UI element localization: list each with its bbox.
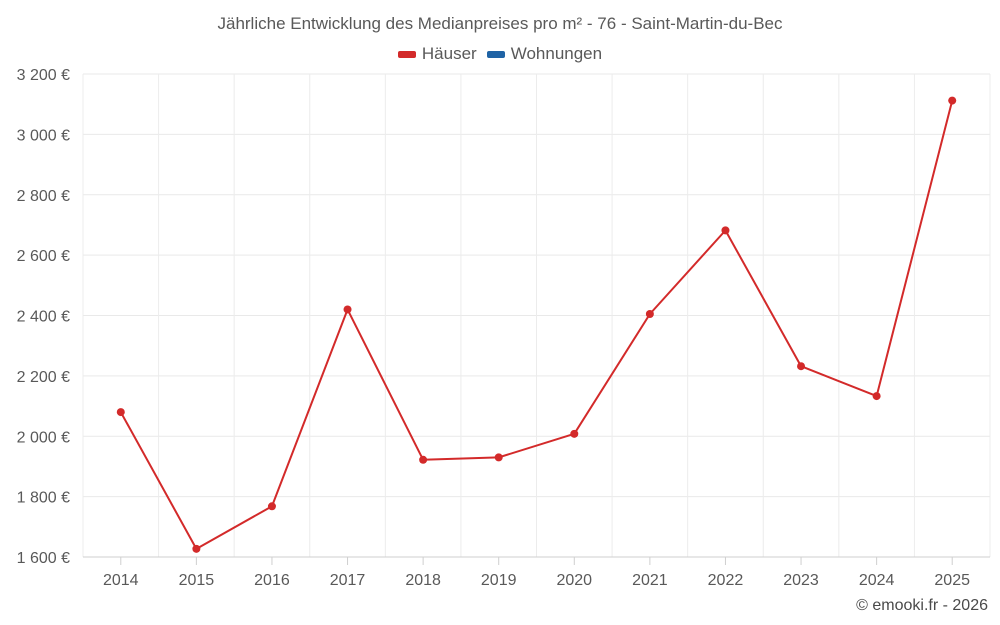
y-tick-label: 2 600 € — [17, 248, 70, 265]
x-tick-label: 2016 — [254, 572, 290, 589]
data-point — [645, 309, 654, 318]
y-tick-label: 1 800 € — [17, 490, 70, 507]
x-tick-label: 2025 — [934, 572, 970, 589]
y-tick-label: 3 000 € — [17, 127, 70, 144]
data-point — [948, 96, 957, 105]
legend-item-wohnungen[interactable]: Wohnungen — [486, 44, 603, 64]
data-point — [872, 392, 881, 401]
legend-label-wohnungen: Wohnungen — [510, 44, 603, 63]
data-point — [419, 455, 428, 464]
data-point — [192, 544, 201, 553]
x-tick-label: 2024 — [859, 572, 895, 589]
x-tick-label: 2019 — [481, 572, 517, 589]
legend-swatch-haeuser — [397, 50, 416, 58]
x-tick-label: 2023 — [783, 572, 819, 589]
chart-legend: Häuser Wohnungen — [0, 44, 1000, 64]
y-tick-label: 3 200 € — [17, 67, 70, 84]
x-tick-label: 2017 — [330, 572, 366, 589]
y-tick-label: 2 400 € — [17, 309, 70, 326]
credit-text: © emooki.fr - 2026 — [856, 597, 988, 614]
chart-title: Jährliche Entwicklung des Medianpreises … — [217, 14, 783, 33]
series-line — [119, 100, 954, 550]
y-tick-label: 2 200 € — [17, 369, 70, 386]
x-tick-label: 2014 — [103, 572, 139, 589]
legend-item-haeuser[interactable]: Häuser — [397, 44, 477, 64]
x-tick-label: 2022 — [708, 572, 744, 589]
data-point — [797, 362, 806, 371]
y-tick-label: 1 600 € — [17, 550, 70, 567]
x-tick-label: 2018 — [405, 572, 441, 589]
legend-swatch-wohnungen — [486, 50, 505, 58]
x-tick-label: 2015 — [179, 572, 215, 589]
x-tick-label: 2021 — [632, 572, 668, 589]
x-tick-label: 2020 — [556, 572, 592, 589]
data-point — [570, 429, 579, 438]
data-point — [116, 408, 125, 417]
data-point — [721, 226, 730, 235]
data-point — [267, 502, 276, 511]
data-point — [343, 305, 352, 314]
data-point — [494, 453, 503, 462]
y-tick-label: 2 800 € — [17, 188, 70, 205]
y-tick-label: 2 000 € — [17, 429, 70, 446]
legend-label-haeuser: Häuser — [421, 44, 477, 63]
